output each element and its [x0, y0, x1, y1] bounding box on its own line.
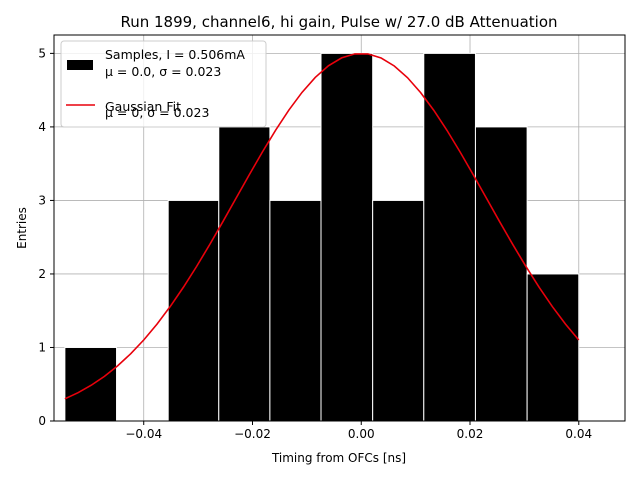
y-tick-label: 3	[38, 193, 46, 207]
gaussian-fit	[64, 53, 580, 400]
y-tick-label: 1	[38, 340, 46, 354]
legend-fit-label: Gaussian Fit	[105, 99, 181, 114]
legend-samples-swatch	[67, 60, 93, 70]
x-tick-label: −0.02	[234, 427, 271, 441]
y-tick-label: 5	[38, 46, 46, 60]
histogram-bar	[372, 199, 425, 422]
y-tick-label: 2	[38, 267, 46, 281]
legend: Samples, I = 0.506mA μ = 0.0, σ = 0.023 …	[60, 40, 267, 128]
x-tick-label: 0.04	[565, 427, 592, 441]
y-tick-label: 4	[38, 120, 46, 134]
x-axis-label: Timing from OFCs [ns]	[271, 451, 406, 465]
histogram-bars	[64, 52, 580, 422]
x-tick-label: 0.00	[348, 427, 375, 441]
y-axis: 0 1 2 3 4 5	[38, 46, 54, 428]
histogram-bar	[423, 52, 476, 422]
histogram-bar	[320, 52, 374, 422]
histogram-bar	[218, 126, 271, 422]
y-axis-label: Entries	[15, 207, 29, 249]
histogram-bar	[474, 126, 528, 422]
legend-box	[60, 40, 267, 128]
gaussian-fit-curve	[64, 53, 580, 400]
chart-title: Run 1899, channel6, hi gain, Pulse w/ 27…	[120, 13, 557, 31]
legend-samples-stats: μ = 0.0, σ = 0.023	[105, 64, 221, 79]
legend-samples-label: Samples, I = 0.506mA	[105, 47, 245, 62]
plot-frame	[53, 34, 626, 422]
x-tick-label: −0.04	[125, 427, 162, 441]
y-tick-label: 0	[38, 414, 46, 428]
histogram-bar	[269, 199, 322, 422]
x-tick-label: 0.02	[457, 427, 484, 441]
legend-fit-stats: μ = 0, σ = 0.023	[105, 105, 209, 120]
histogram-bar	[64, 346, 118, 422]
histogram-bar	[167, 199, 220, 422]
x-axis: −0.04 −0.02 0.00 0.02 0.04	[125, 421, 592, 441]
histogram-bar	[526, 273, 580, 422]
